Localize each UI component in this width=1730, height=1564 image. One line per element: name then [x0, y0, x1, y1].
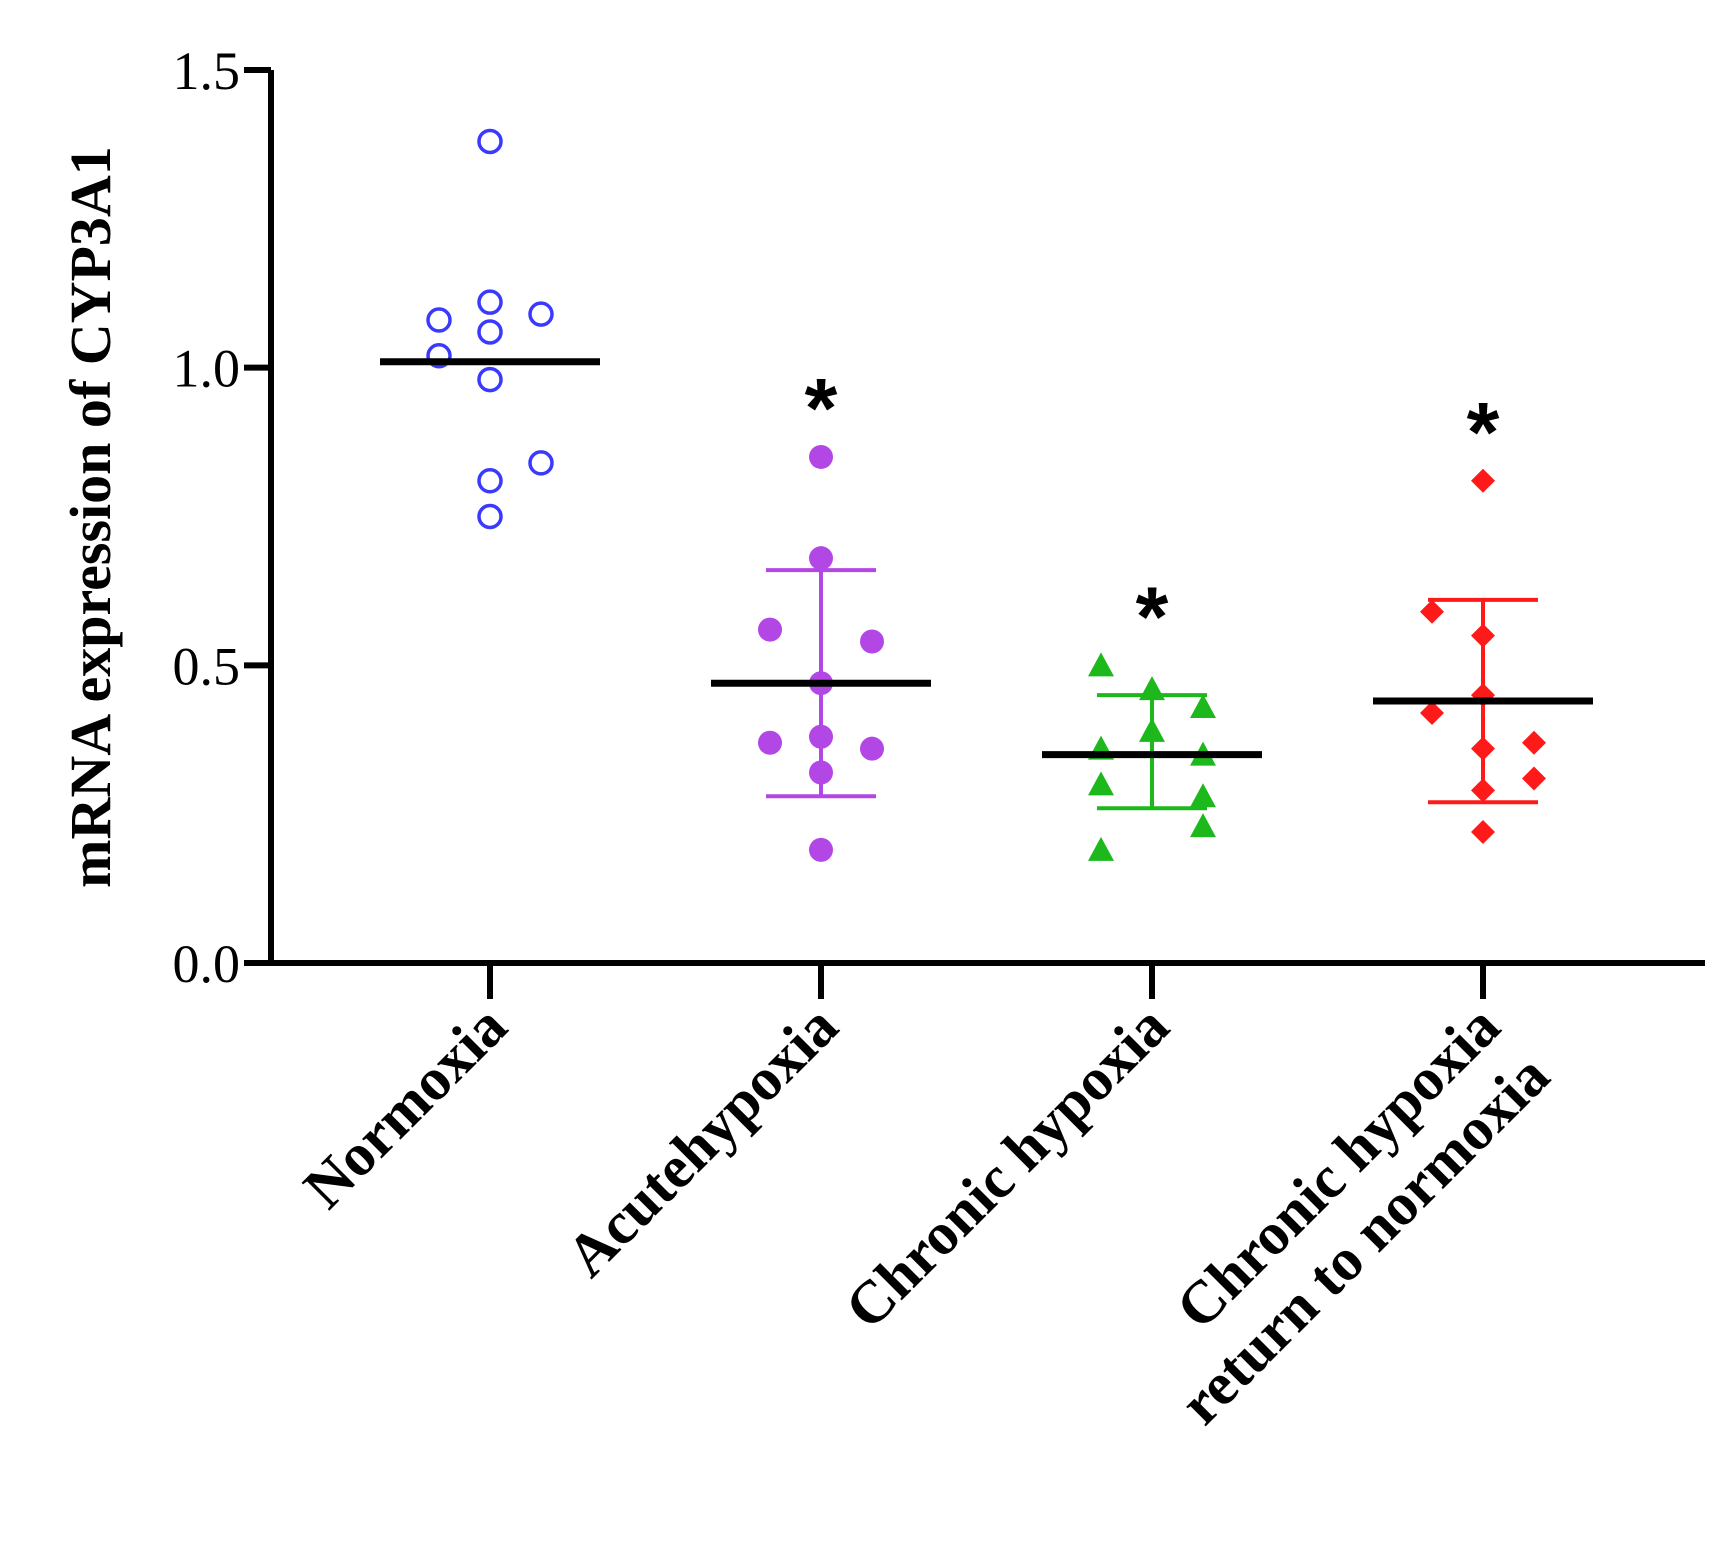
data-point [1471, 468, 1495, 493]
series-normoxia [380, 128, 600, 530]
significance-marker: * [1136, 569, 1169, 663]
data-point [809, 444, 833, 469]
series-chronic-hypoxia-return-to-normoxia: * [1373, 385, 1593, 845]
category-label: Chronic hypoxia [832, 993, 1181, 1342]
data-point [1088, 771, 1114, 796]
data-point [1471, 736, 1495, 761]
category-label: Acutehypoxia [554, 993, 851, 1290]
data-point [1190, 813, 1216, 838]
y-tick-label: 1.0 [173, 339, 241, 399]
data-point [1420, 599, 1444, 624]
data-point [1088, 836, 1114, 861]
data-point [1190, 783, 1216, 808]
data-point [1420, 700, 1444, 725]
y-tick-label: 0.0 [173, 934, 241, 994]
data-point [1471, 623, 1495, 648]
data-point [758, 730, 782, 755]
category-label-group: Normoxia [291, 993, 519, 1221]
data-point [1471, 778, 1495, 803]
data-point [477, 366, 503, 393]
significance-marker: * [805, 361, 838, 455]
y-tick-label: 0.5 [173, 636, 241, 696]
data-point [426, 343, 452, 369]
series-acutehypoxia: * [711, 361, 931, 862]
data-point [477, 468, 503, 494]
data-point [477, 319, 503, 345]
data-point [1471, 820, 1495, 845]
series-chronic-hypoxia: * [1042, 569, 1262, 861]
data-point [809, 546, 833, 571]
data-point [477, 128, 503, 155]
data-point [477, 289, 503, 315]
data-point [860, 736, 884, 761]
data-point [809, 837, 833, 862]
significance-marker: * [1467, 385, 1500, 479]
data-point [477, 503, 503, 530]
category-label-group: Chronic hypoxia [832, 993, 1181, 1342]
data-point [1190, 694, 1216, 719]
category-label: Normoxia [291, 993, 519, 1221]
category-label-group: Acutehypoxia [554, 993, 851, 1290]
y-ticks: 0.0 0.5 1.0 1.5 [173, 41, 271, 994]
data-point [528, 301, 554, 327]
data-point [426, 307, 452, 333]
data-point [1088, 652, 1114, 677]
data-point [809, 724, 833, 749]
data-point [528, 450, 554, 476]
data-point [1522, 730, 1546, 755]
data-point [860, 629, 884, 654]
data-point [1522, 766, 1546, 791]
data-point [809, 760, 833, 785]
data-point [758, 617, 782, 642]
data-point [1139, 676, 1165, 701]
y-axis-label: mRNA expression of CYP3A1 [58, 146, 123, 888]
y-tick-label: 1.5 [173, 41, 241, 101]
plot-area: * * * [380, 128, 1593, 862]
data-point [1139, 717, 1165, 742]
